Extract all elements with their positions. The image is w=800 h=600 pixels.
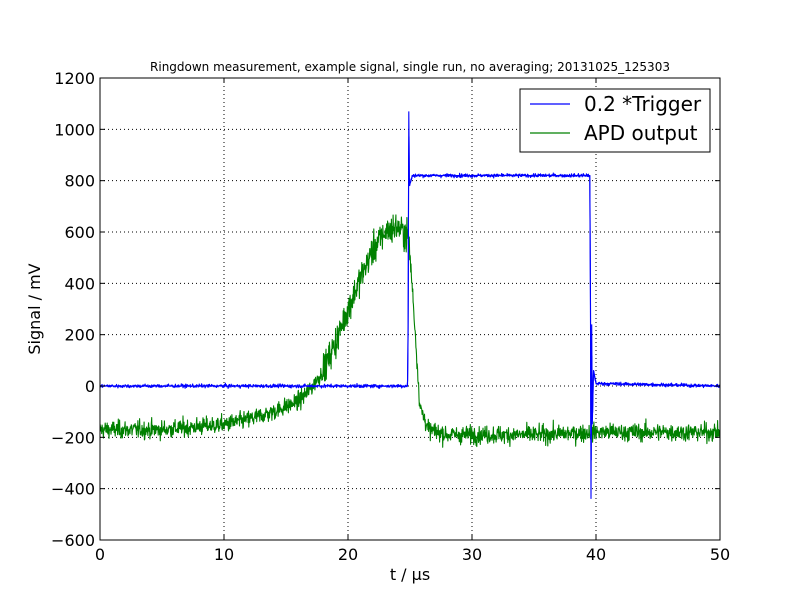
x-tick-label: 10 [214,545,234,564]
y-tick-label: −400 [51,480,95,499]
legend: 0.2 *Trigger APD output [519,88,711,153]
plot-frame [99,77,721,541]
y-tick-label: 200 [64,326,95,345]
series-layer [99,111,721,499]
chart-title: Ringdown measurement, example signal, si… [150,60,670,74]
x-tick-label: 50 [710,545,730,564]
y-tick-label: 1200 [54,69,95,88]
y-tick-label: −200 [51,428,95,447]
legend-box [519,88,711,153]
ticks [99,77,721,541]
y-tick-label: −600 [51,531,95,550]
plot-background [100,78,720,540]
x-axis-label: t / μs [390,565,430,584]
y-tick-labels: −600 −400 −200 0 200 400 600 800 1000 1200 [51,69,95,550]
y-tick-label: 0 [85,377,95,396]
x-tick-labels: 0 10 20 30 40 50 [95,545,730,564]
y-tick-label: 1000 [54,120,95,139]
x-tick-label: 30 [462,545,482,564]
series-line-apd-output [99,214,721,448]
x-tick-label: 20 [338,545,358,564]
y-tick-label: 400 [64,274,95,293]
legend-label-apd: APD output [584,121,698,145]
x-tick-label: 0 [95,545,105,564]
y-tick-label: 600 [64,223,95,242]
series-edges-trigger [100,111,721,499]
y-axis-label: Signal / mV [25,263,44,354]
y-tick-label: 800 [64,172,95,191]
x-tick-label: 40 [586,545,606,564]
legend-label-trigger: 0.2 *Trigger [584,92,702,116]
